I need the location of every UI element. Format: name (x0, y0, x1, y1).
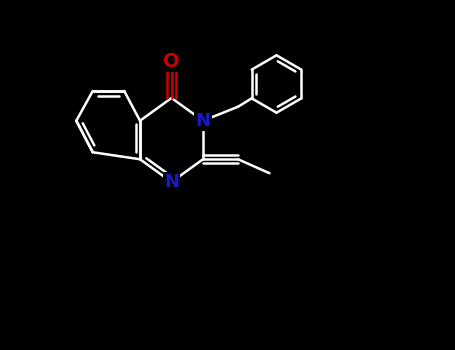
Text: N: N (164, 173, 179, 191)
Text: N: N (196, 112, 211, 130)
Text: O: O (163, 52, 180, 71)
